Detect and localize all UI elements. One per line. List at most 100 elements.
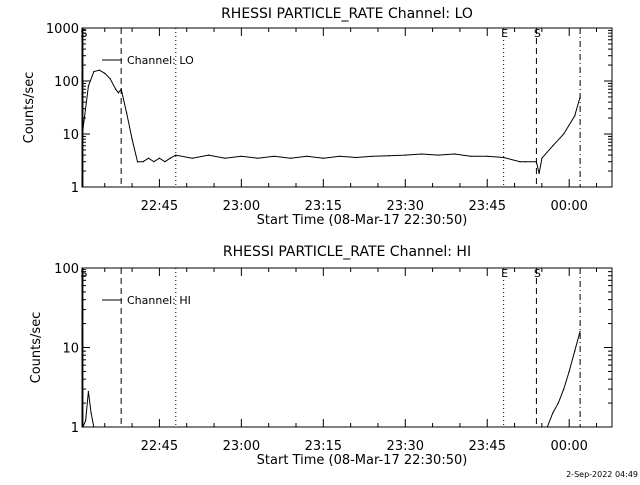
series-line bbox=[82, 69, 581, 174]
data-point bbox=[574, 115, 576, 117]
data-point bbox=[519, 161, 521, 163]
x-tick-label: 23:15 bbox=[305, 439, 342, 454]
data-point bbox=[164, 161, 166, 163]
y-axis-label: Counts/sec bbox=[29, 312, 44, 384]
data-point bbox=[355, 156, 357, 159]
data-point bbox=[486, 155, 488, 157]
data-point bbox=[557, 402, 559, 404]
data-point bbox=[552, 145, 554, 147]
data-point bbox=[158, 157, 160, 159]
data-point bbox=[437, 154, 439, 156]
x-tick-label: 23:00 bbox=[223, 439, 260, 454]
data-point bbox=[546, 426, 548, 428]
y-tick-label: 1 bbox=[71, 181, 79, 196]
y-tick-label: 1000 bbox=[46, 22, 79, 37]
x-axis-label: Start Time (08-Mar-17 22:30:50) bbox=[257, 453, 468, 468]
data-point bbox=[93, 426, 95, 428]
data-point bbox=[538, 172, 540, 175]
plot-frame bbox=[81, 27, 613, 188]
data-point bbox=[153, 161, 155, 163]
x-tick-label: 23:00 bbox=[223, 199, 260, 214]
data-point bbox=[563, 133, 565, 135]
data-point bbox=[120, 88, 122, 90]
event-marker-label: S bbox=[80, 27, 87, 40]
x-axis-label: Start Time (08-Mar-17 22:30:50) bbox=[257, 213, 468, 228]
x-tick-label: 00:00 bbox=[550, 439, 587, 454]
data-point bbox=[93, 71, 95, 73]
data-point bbox=[421, 153, 423, 155]
data-point bbox=[104, 72, 106, 74]
data-point bbox=[470, 155, 472, 157]
y-tick-label: 100 bbox=[54, 75, 79, 90]
y-axis-label: Counts/sec bbox=[22, 72, 37, 144]
y-tick-label: 10 bbox=[62, 342, 79, 357]
data-point bbox=[535, 161, 538, 163]
x-tick-label: 22:45 bbox=[141, 199, 178, 214]
x-tick-label: 00:00 bbox=[550, 199, 587, 214]
data-point bbox=[257, 157, 259, 159]
data-point bbox=[388, 155, 390, 157]
data-point bbox=[289, 157, 292, 159]
legend-label: Channel: HI bbox=[127, 294, 191, 307]
data-point bbox=[541, 157, 543, 159]
x-tick-label: 23:30 bbox=[387, 439, 424, 454]
data-point bbox=[109, 78, 111, 80]
data-point bbox=[131, 138, 133, 140]
data-point bbox=[87, 390, 89, 393]
chart-title: RHESSI PARTICLE_RATE Channel: HI bbox=[223, 244, 471, 260]
data-point bbox=[98, 69, 100, 71]
data-point bbox=[126, 112, 128, 114]
data-point bbox=[579, 96, 581, 98]
data-point bbox=[117, 92, 119, 94]
event-marker-label: S bbox=[534, 27, 541, 40]
data-point bbox=[240, 155, 242, 157]
data-point bbox=[579, 330, 581, 332]
data-point bbox=[503, 156, 505, 159]
data-point bbox=[453, 153, 456, 155]
x-tick-label: 23:30 bbox=[387, 199, 424, 214]
event-marker-label: E bbox=[501, 27, 508, 40]
x-tick-label: 23:15 bbox=[305, 199, 342, 214]
y-tick-label: 10 bbox=[62, 128, 79, 143]
data-point bbox=[552, 412, 554, 414]
footer-timestamp: 2-Sep-2022 04:49 bbox=[566, 470, 638, 479]
data-point bbox=[371, 155, 374, 157]
x-tick-label: 23:45 bbox=[469, 199, 506, 214]
data-point bbox=[169, 157, 171, 159]
y-tick-label: 1 bbox=[71, 421, 79, 436]
data-point bbox=[568, 370, 570, 372]
data-point bbox=[90, 412, 92, 414]
data-point bbox=[306, 155, 308, 157]
data-point bbox=[191, 157, 193, 159]
x-tick-label: 22:45 bbox=[141, 439, 178, 454]
data-point bbox=[208, 154, 210, 156]
data-point bbox=[273, 155, 275, 157]
data-point bbox=[115, 88, 117, 90]
event-marker-label: S bbox=[534, 267, 541, 280]
data-point bbox=[339, 155, 341, 157]
plot-frame bbox=[81, 267, 613, 428]
data-point bbox=[87, 85, 89, 87]
data-point bbox=[82, 129, 84, 131]
event-marker-label: E bbox=[501, 267, 508, 280]
data-point bbox=[82, 426, 84, 428]
event-marker-label: S bbox=[80, 267, 87, 280]
data-point bbox=[85, 420, 87, 422]
x-tick-label: 23:45 bbox=[469, 439, 506, 454]
legend-label: Channel: LO bbox=[127, 54, 194, 67]
data-point bbox=[142, 161, 144, 163]
series-line bbox=[82, 331, 581, 428]
data-point bbox=[563, 388, 565, 390]
data-point bbox=[136, 161, 139, 163]
data-point bbox=[175, 154, 177, 156]
chart-title: RHESSI PARTICLE_RATE Channel: LO bbox=[221, 6, 473, 22]
data-point bbox=[524, 161, 527, 163]
data-point bbox=[147, 157, 150, 159]
y-tick-label: 100 bbox=[54, 262, 79, 277]
data-point bbox=[574, 350, 576, 352]
data-point bbox=[404, 154, 406, 156]
data-point bbox=[224, 157, 226, 159]
data-point bbox=[322, 157, 324, 159]
